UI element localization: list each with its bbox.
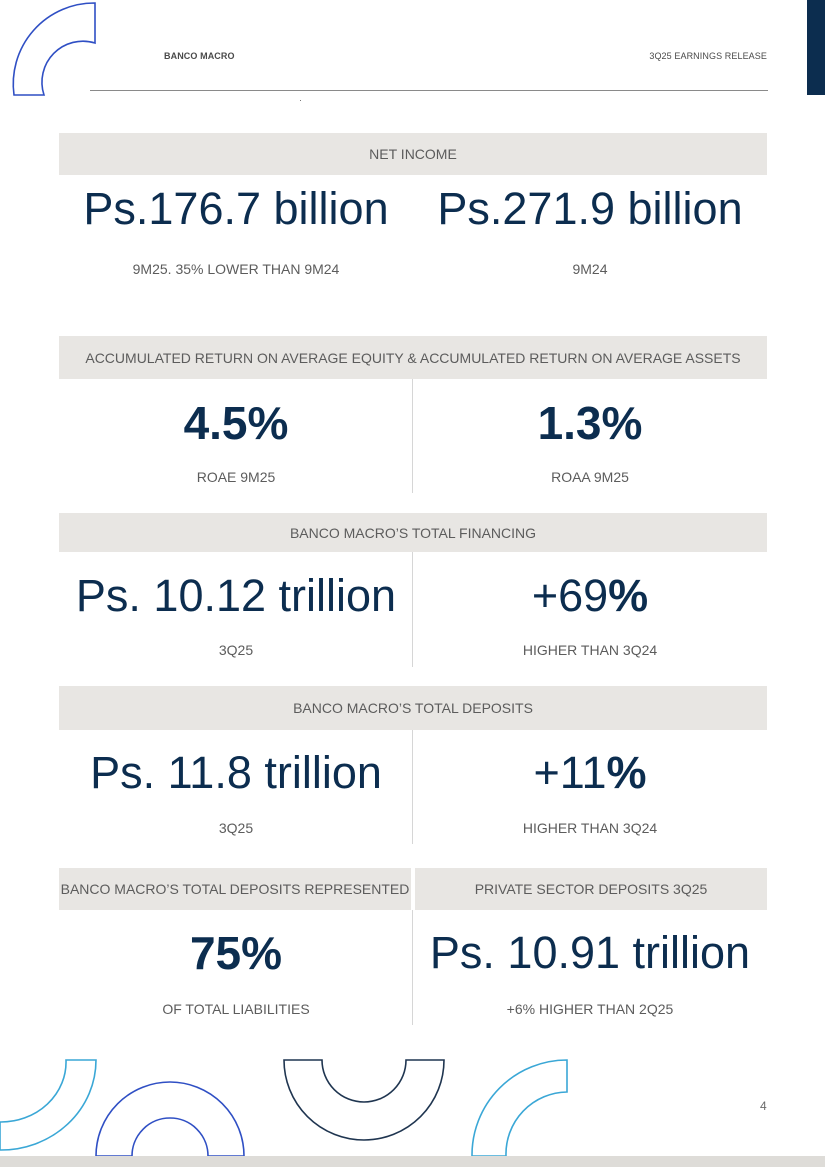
- roae-value: 4.5%: [183, 397, 289, 449]
- roae-caption: ROAE 9M25: [196, 469, 276, 485]
- net-income-9m25-caption: 9M25. 35% LOWER THAN 9M24: [132, 261, 340, 277]
- page-number: 4: [760, 1099, 767, 1113]
- financing-growth-caption: HIGHER THAN 3Q24: [522, 642, 658, 658]
- private-deposits-value: Ps. 10.91 trillion: [429, 927, 751, 978]
- column-divider: [412, 379, 413, 493]
- column-divider: [412, 910, 413, 1025]
- company-name: BANCO MACRO: [164, 51, 235, 61]
- stray-dot: [300, 100, 301, 101]
- deposits-share-caption: OF TOTAL LIABILITIES: [162, 1001, 310, 1017]
- header-divider: [90, 90, 768, 91]
- footer-arcs-icon: [0, 1059, 568, 1157]
- roaa-caption: ROAA 9M25: [551, 469, 629, 485]
- column-divider: [412, 552, 413, 667]
- financing-growth-percent: %: [608, 570, 649, 621]
- net-income-9m24-value: Ps.271.9 billion: [437, 183, 743, 234]
- footer-bar: [0, 1156, 825, 1167]
- section-title-deposits-represented: BANCO MACRO’S TOTAL DEPOSITS REPRESENTED: [59, 868, 411, 910]
- section-title-financing: BANCO MACRO’S TOTAL FINANCING: [59, 513, 767, 552]
- column-divider: [412, 730, 413, 844]
- section-title-net-income: NET INCOME: [59, 133, 767, 175]
- private-deposits-caption: +6% HIGHER THAN 2Q25: [506, 1001, 674, 1017]
- section-title-deposits: BANCO MACRO’S TOTAL DEPOSITS: [59, 686, 767, 730]
- deposits-growth-caption: HIGHER THAN 3Q24: [522, 820, 658, 836]
- deposits-growth-value: +11%: [413, 750, 767, 795]
- financing-growth-value: +69%: [413, 573, 767, 618]
- section-title-returns: ACCUMULATED RETURN ON AVERAGE EQUITY & A…: [59, 336, 767, 379]
- net-income-9m24-caption: 9M24: [572, 261, 608, 277]
- roaa-value: 1.3%: [537, 397, 643, 449]
- total-financing-value: Ps. 10.12 trillion: [75, 570, 397, 621]
- total-deposits-caption: 3Q25: [218, 820, 254, 836]
- report-title: 3Q25 EARNINGS RELEASE: [649, 51, 767, 61]
- deposits-growth-percent: %: [606, 747, 647, 798]
- deposits-growth-number: +11: [533, 747, 607, 798]
- total-deposits-value: Ps. 11.8 trillion: [90, 747, 382, 798]
- section-title-private-sector-deposits: PRIVATE SECTOR DEPOSITS 3Q25: [415, 868, 767, 910]
- total-financing-caption: 3Q25: [218, 642, 254, 658]
- net-income-9m25-value: Ps.176.7 billion: [83, 183, 389, 234]
- financing-growth-number: +69: [531, 570, 609, 621]
- corner-accent-bar: [807, 0, 825, 95]
- deposits-share-value: 75%: [189, 927, 283, 979]
- corner-arc-icon: [12, 2, 96, 96]
